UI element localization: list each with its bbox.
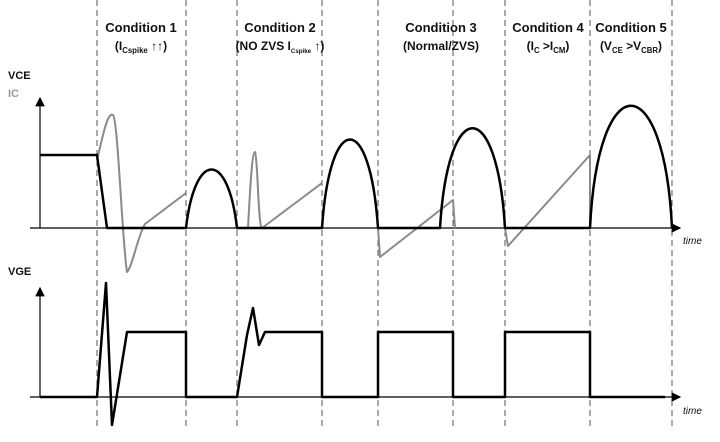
- note-text: (Normal/ZVS): [403, 39, 479, 53]
- condition-note: (IC >ICM): [527, 39, 570, 55]
- note-text: (V: [600, 39, 612, 53]
- condition-dividers: [96, 0, 673, 430]
- condition-title: Condition 4: [512, 20, 584, 35]
- subscript: Cspike: [122, 46, 148, 55]
- condition-note: (NO ZVS ICspike ↑): [236, 39, 325, 55]
- condition-title: Condition 1: [105, 20, 177, 35]
- subscript: CBR: [641, 46, 658, 55]
- vge-waveform: [40, 281, 665, 427]
- note-text: ↑↑): [148, 39, 167, 53]
- condition-headers: Condition 1(ICspike ↑↑)Condition 2(NO ZV…: [105, 20, 667, 55]
- vge-label: VGE: [8, 266, 31, 278]
- vce-waveform: [40, 104, 674, 230]
- note-text: >V: [623, 39, 641, 53]
- condition-note: (ICspike ↑↑): [115, 39, 167, 55]
- condition-note: (VCE >VCBR): [600, 39, 662, 55]
- subscript: C: [534, 46, 540, 55]
- condition-note: (Normal/ZVS): [403, 39, 479, 53]
- note-text: ): [565, 39, 569, 53]
- vce-label: VCE: [8, 70, 31, 82]
- note-text: (I: [527, 39, 534, 53]
- ic-waveform: [96, 113, 591, 273]
- condition-title: Condition 2: [244, 20, 316, 35]
- note-text: (NO ZVS I: [236, 39, 291, 53]
- note-text: ): [658, 39, 662, 53]
- time-label: time: [683, 406, 702, 417]
- note-text: (I: [115, 39, 122, 53]
- condition-title: Condition 3: [405, 20, 477, 35]
- labels: VCE IC VGE time time: [8, 70, 702, 417]
- condition-title: Condition 5: [595, 20, 667, 35]
- note-text: >I: [540, 39, 554, 53]
- subscript: Cspike: [291, 48, 312, 55]
- subscript: CE: [612, 46, 623, 55]
- subscript: CM: [553, 46, 565, 55]
- time-label: time: [683, 236, 702, 247]
- ic-label: IC: [8, 88, 19, 100]
- note-text: ↑): [311, 39, 324, 53]
- axes: [30, 96, 682, 402]
